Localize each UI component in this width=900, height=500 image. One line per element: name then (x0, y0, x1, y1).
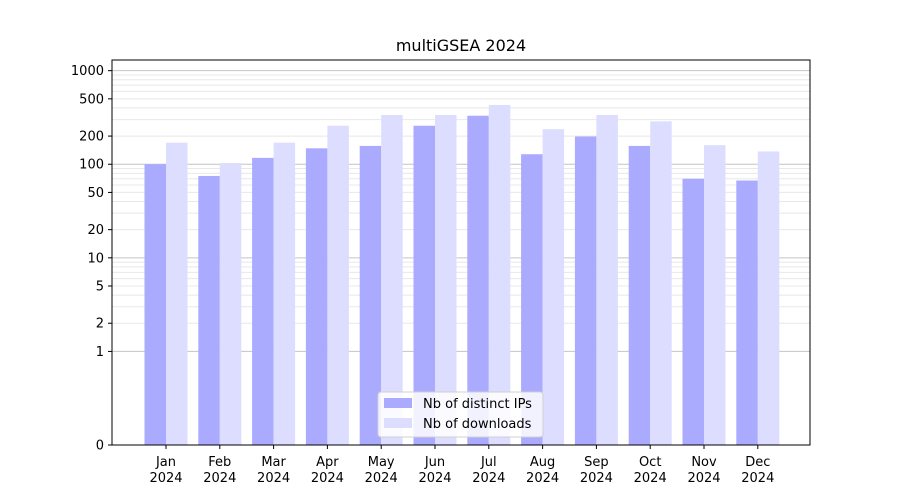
y-tick-label: 1 (96, 345, 104, 360)
y-tick-label: 2 (96, 317, 104, 332)
bar-downloads (488, 104, 511, 445)
x-tick-label: Aug 2024 (526, 455, 559, 486)
x-tick-label: Sep 2024 (580, 455, 613, 486)
x-tick-label: Oct 2024 (634, 455, 667, 486)
bar-distinct-ips (252, 157, 274, 446)
bar-downloads (757, 151, 780, 446)
x-tick-label: Dec 2024 (741, 455, 774, 486)
bar-downloads (435, 114, 457, 445)
bar-downloads (166, 142, 188, 445)
x-tick-label: Jul 2024 (472, 455, 505, 486)
bar-downloads (650, 121, 672, 445)
x-tick-label: May 2024 (365, 455, 398, 486)
bars (144, 104, 780, 446)
bar-downloads (219, 163, 242, 445)
y-tick-label: 0 (96, 439, 104, 454)
legend-box (377, 391, 544, 438)
bar-distinct-ips (359, 145, 382, 445)
legend-swatch (384, 418, 412, 428)
y-axis: 0 1 2 5 10 20 50 100 200 500 1000 (71, 64, 112, 454)
bar-downloads (542, 129, 565, 446)
bar-distinct-ips (574, 136, 597, 445)
bar-downloads (381, 114, 403, 445)
bar-distinct-ips (628, 145, 651, 445)
x-tick-label: Nov 2024 (687, 455, 720, 486)
bar-distinct-ips (521, 154, 543, 446)
bar-distinct-ips (413, 125, 435, 445)
bar-distinct-ips (682, 178, 704, 446)
y-tick-label: 1000 (71, 64, 104, 79)
legend-label: Nb of distinct IPs (423, 397, 532, 412)
y-tick-label: 100 (79, 158, 104, 173)
bar-distinct-ips (467, 115, 489, 445)
y-tick-label: 10 (87, 251, 104, 266)
y-tick-label: 20 (87, 223, 104, 238)
y-tick-label: 50 (87, 186, 104, 201)
bar-downloads (327, 125, 349, 445)
x-axis: Jan 2024 Feb 2024 Mar 2024 Apr 2024 May 2024 Jun 20… (149, 445, 774, 486)
x-tick-label: Jan 2024 (149, 455, 182, 486)
legend: Nb of distinct IPs Nb of downloads (377, 391, 544, 438)
bar-downloads (273, 142, 296, 445)
chart-title: multiGSEA 2024 (396, 36, 526, 55)
bar-distinct-ips (305, 148, 328, 446)
bar-distinct-ips (198, 175, 220, 445)
bar-downloads (704, 145, 726, 445)
bar-downloads (596, 114, 618, 445)
y-tick-label: 200 (79, 130, 104, 145)
legend-label: Nb of downloads (423, 417, 532, 432)
x-tick-label: Apr 2024 (311, 455, 344, 486)
y-tick-label: 500 (79, 92, 104, 107)
legend-swatch (384, 398, 412, 408)
x-tick-label: Mar 2024 (257, 455, 290, 486)
x-tick-label: Jun 2024 (418, 455, 451, 486)
plot-frame (111, 59, 811, 446)
bar-distinct-ips (144, 164, 166, 445)
x-tick-label: Feb 2024 (203, 455, 236, 486)
y-tick-label: 5 (96, 280, 104, 295)
bar-distinct-ips (736, 180, 758, 446)
